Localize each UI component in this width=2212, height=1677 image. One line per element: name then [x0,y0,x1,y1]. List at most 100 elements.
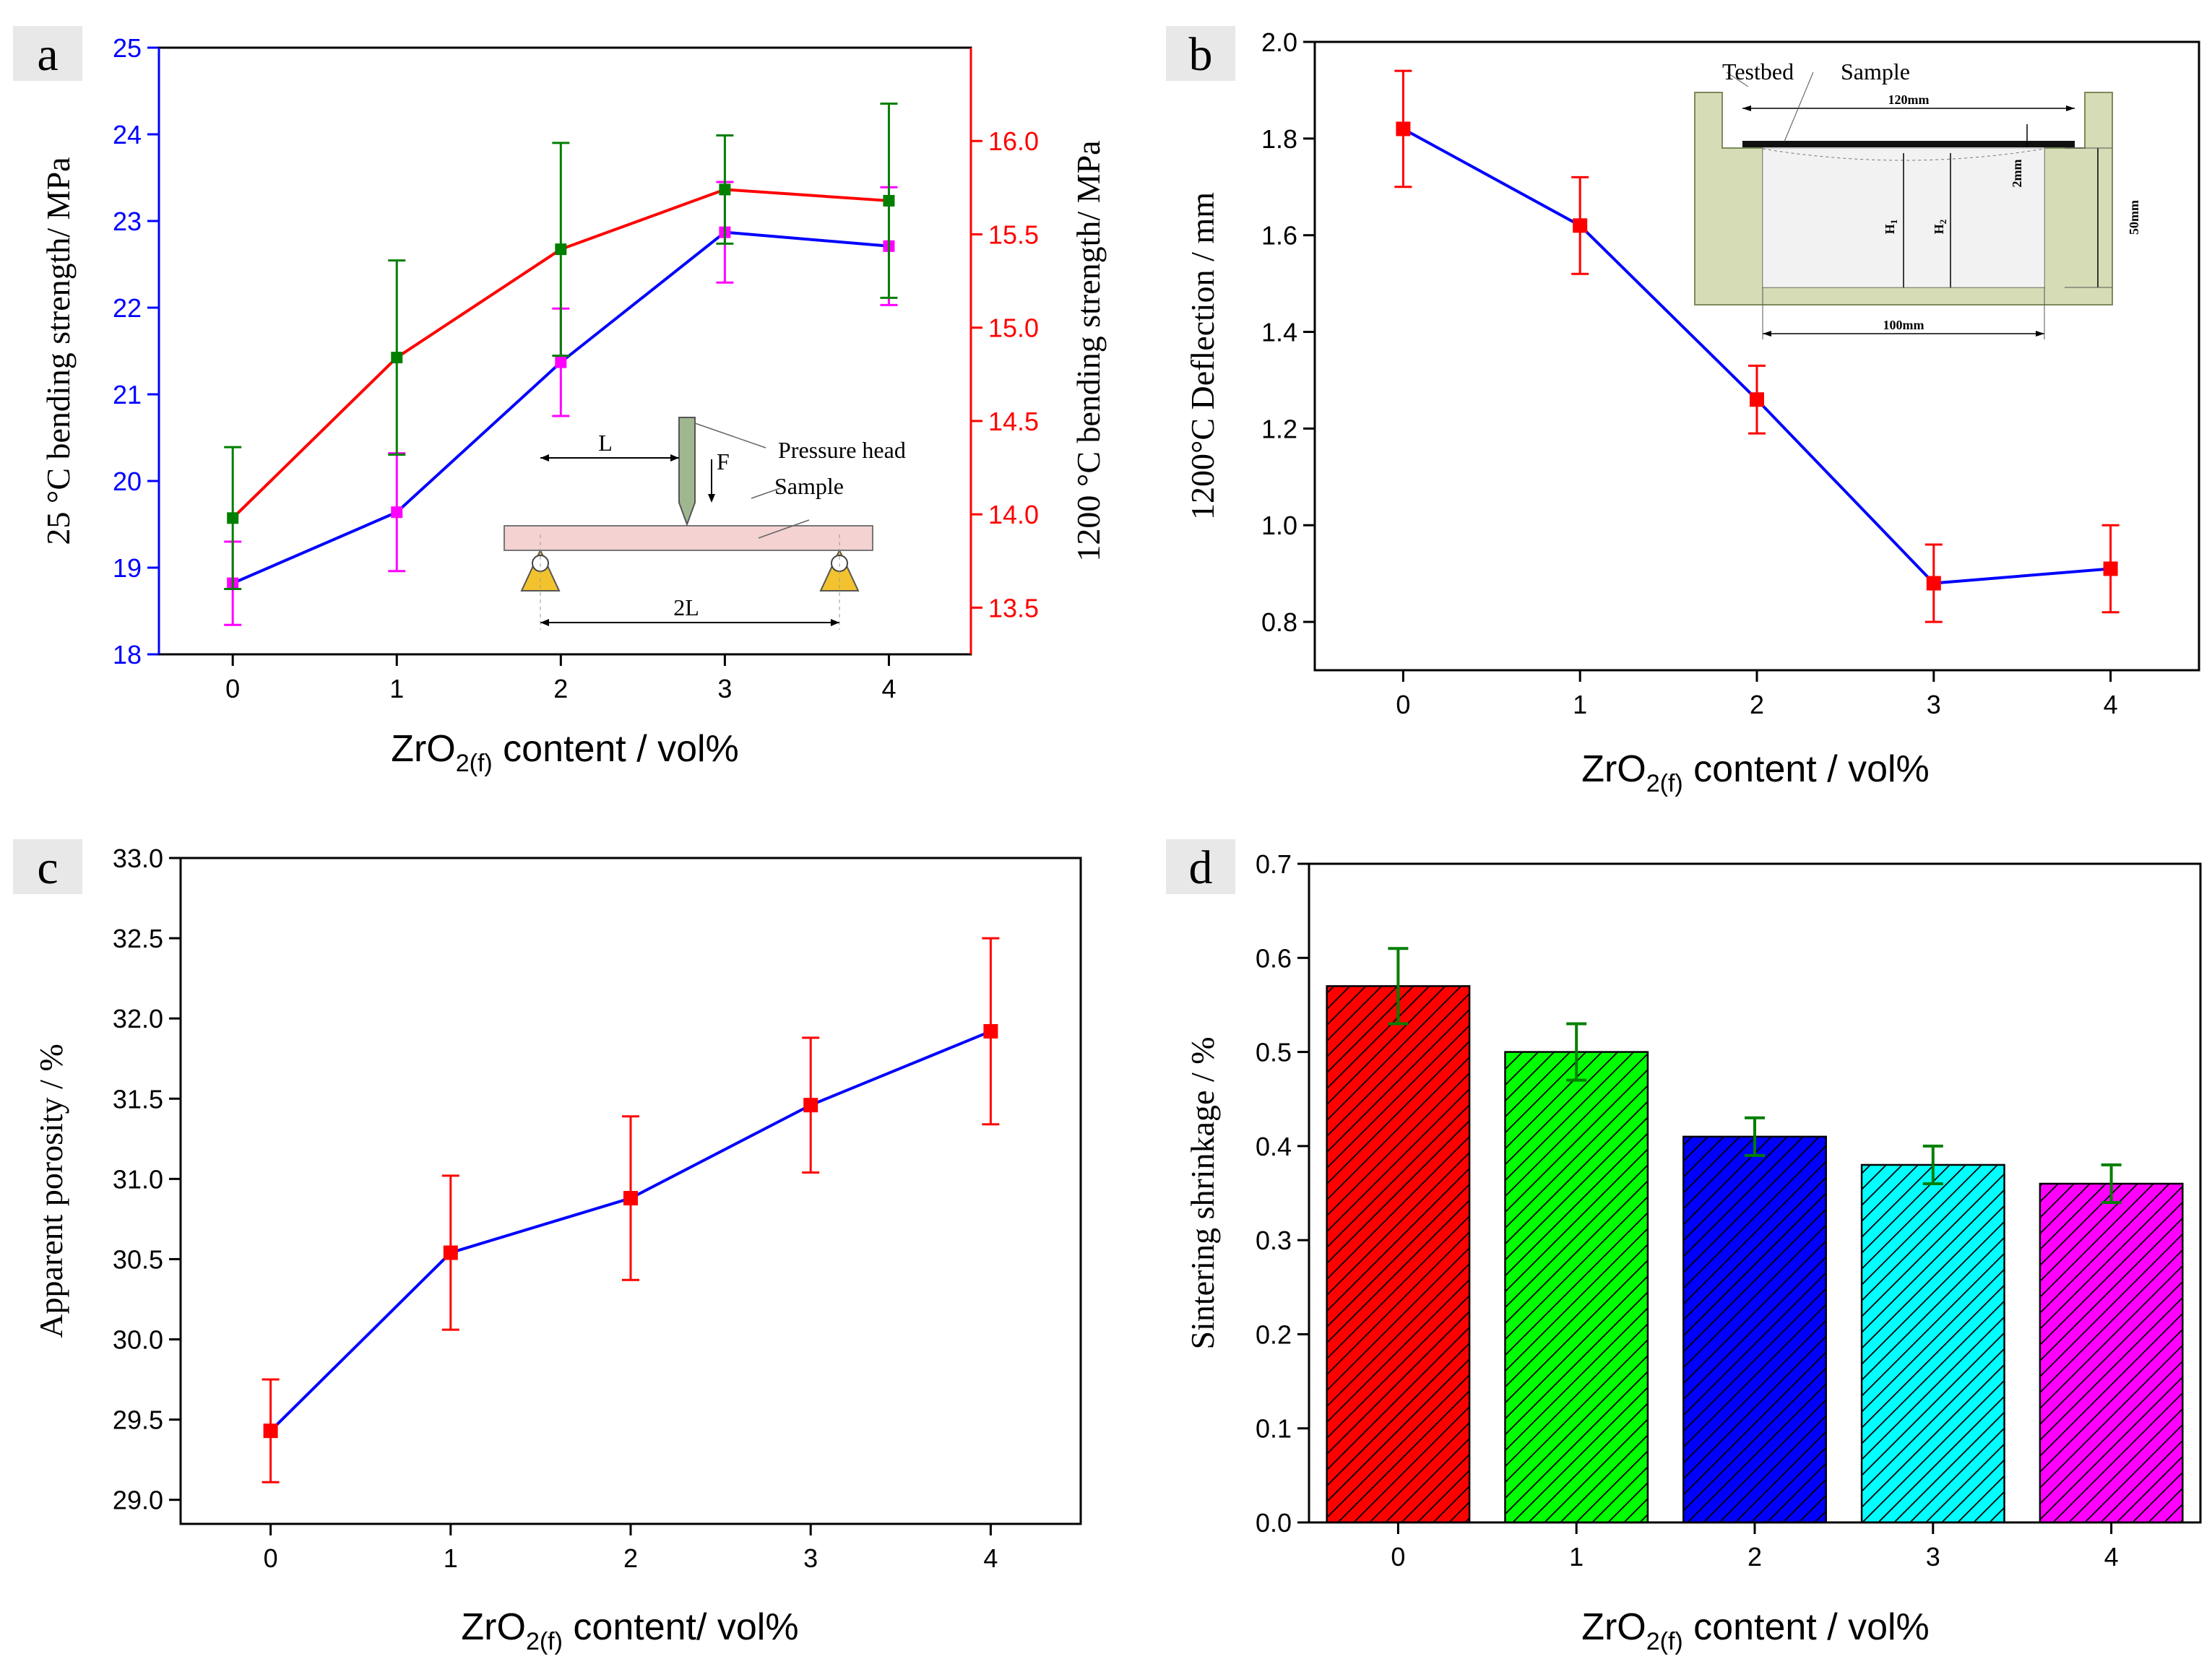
data-point [391,506,403,519]
label-2L: 2L [673,594,699,620]
x-title-sub: 2(f) [456,750,493,777]
data-point [1573,218,1588,233]
panel-c: c 29.0 29.5 30.0 30.5 31.0 31.5 32.0 32.5 33.0 0… [13,839,1082,1655]
label-2mm: 2mm [2010,160,2024,188]
label-50mm: 50mm [2127,200,2141,235]
y-tick-label: 30.5 [113,1244,163,1274]
label-pressure-head: Pressure head [778,437,906,463]
y-tick-label: 25 [113,33,142,63]
data-point [883,194,895,207]
y-tick-label: 0.5 [1256,1038,1292,1067]
y-tick-label: 16.0 [988,126,1039,156]
bar-hatch [1682,1135,1827,1524]
x-tick-label: 3 [1927,690,1941,719]
data-point [719,183,731,196]
x-title-post: content/ vol% [563,1606,799,1648]
y-tick-label: 2.0 [1261,27,1297,57]
y-axis-left-title: 25 °C bending strength/ MPa [40,157,77,545]
y-tick-label: 24 [113,120,142,150]
panel-label-c: c [37,841,58,894]
x-tick-label: 3 [1926,1542,1940,1572]
label-F: F [717,448,730,474]
x-axis: 0 1 2 3 4 [1391,1522,2119,1572]
right-y-axis: 13.5 14.0 14.5 15.0 15.5 16.0 [971,126,1039,623]
y-tick-label: 0.2 [1256,1320,1292,1349]
pressure-head-shape [678,417,696,526]
x-tick-label: 1 [389,674,404,703]
data-point [443,1245,458,1260]
y-axis: 0.0 0.1 0.2 0.3 0.4 0.5 0.6 0.7 [1256,849,1309,1538]
x-axis: 0 1 2 3 4 [1396,670,2118,719]
data-point [983,1023,998,1039]
data-point [2103,561,2118,576]
label-120mm: 120mm [1888,92,1930,107]
plot-frame [1313,40,2200,672]
y-tick-label: 32.5 [113,924,163,953]
series-layer [262,937,1000,1483]
label-testbed: Testbed [1722,58,1794,84]
left-y-axis: 18 19 20 21 22 23 24 25 [113,33,159,670]
x-tick-label: 2 [1750,690,1764,719]
y-tick-label: 1.0 [1261,511,1297,540]
label-L: L [598,430,613,456]
x-title-post: content / vol% [493,728,739,770]
panel-label-a: a [37,28,58,81]
x-tick-label: 2 [623,1543,638,1573]
panel-label-box [1166,26,1235,81]
y-tick-label: 0.4 [1256,1132,1292,1161]
label-sample: Sample [1841,58,1910,84]
data-point [1396,121,1411,136]
y-tick-label: 31.5 [113,1084,163,1114]
x-tick-label: 3 [803,1543,818,1573]
x-tick-label: 4 [983,1543,998,1573]
data-point [1926,576,1941,591]
x-title-pre: ZrO [1581,1606,1646,1648]
bar-hatch [1504,1051,1649,1524]
y-tick-label: 1.6 [1261,221,1297,251]
y-tick-label: 15.0 [988,313,1039,343]
bar-hatch [1326,985,1471,1524]
series-layer [1326,947,2184,1524]
bar-hatch [1860,1164,2005,1524]
y-tick-label: 31.0 [113,1164,163,1194]
panel-label-b: b [1189,28,1213,81]
x-tick-label: 2 [1747,1542,1762,1572]
x-tick-label: 0 [1396,690,1410,719]
y-tick-label: 1.2 [1261,414,1297,443]
H2-sub: 2 [1937,220,1948,225]
y-axis-title: Sintering shrinkage / % [1184,1036,1221,1349]
x-tick-label: 3 [717,674,732,703]
y-tick-label: 19 [113,553,142,583]
y-tick-label: 29.0 [113,1486,163,1515]
data-point [803,1098,818,1113]
x-tick-label: 0 [264,1543,278,1573]
data-point [623,1190,638,1205]
label-H1: H1 [1883,220,1899,235]
y-tick-label: 1.8 [1261,124,1297,154]
y-tick-label: 13.5 [988,593,1039,623]
beam-sample [504,525,873,551]
y-tick-label: 14.5 [988,407,1039,436]
y-tick-label: 0.6 [1256,943,1292,973]
panel-b: b 0.8 1.0 1.2 1.4 1.6 1.8 2.0 0 1 2 3 4 1200°C Def… [1166,26,2200,797]
y-tick-label: 0.3 [1256,1226,1292,1255]
data-point [555,356,567,368]
testbed-sample [1742,141,2075,147]
plot-frame [179,857,1082,1525]
y-tick-label: 20 [113,467,142,496]
x-title-sub: 2(f) [526,1628,563,1655]
y-tick-label: 21 [113,380,142,410]
x-tick-label: 4 [881,674,896,703]
y-tick-label: 22 [113,293,142,323]
y-tick-label: 1.4 [1261,318,1297,347]
x-tick-label: 2 [553,674,568,703]
data-point [263,1424,278,1439]
label-100mm: 100mm [1883,318,1924,332]
H2-letter: H [1932,224,1946,234]
y-axis-title: Apparent porosity / % [33,1044,69,1338]
y-tick-label: 15.5 [988,220,1039,249]
series-layer [1394,69,2120,623]
y-axis-title: 1200°C Deflection / mm [1184,192,1221,520]
y-tick-label: 33.0 [113,844,163,873]
